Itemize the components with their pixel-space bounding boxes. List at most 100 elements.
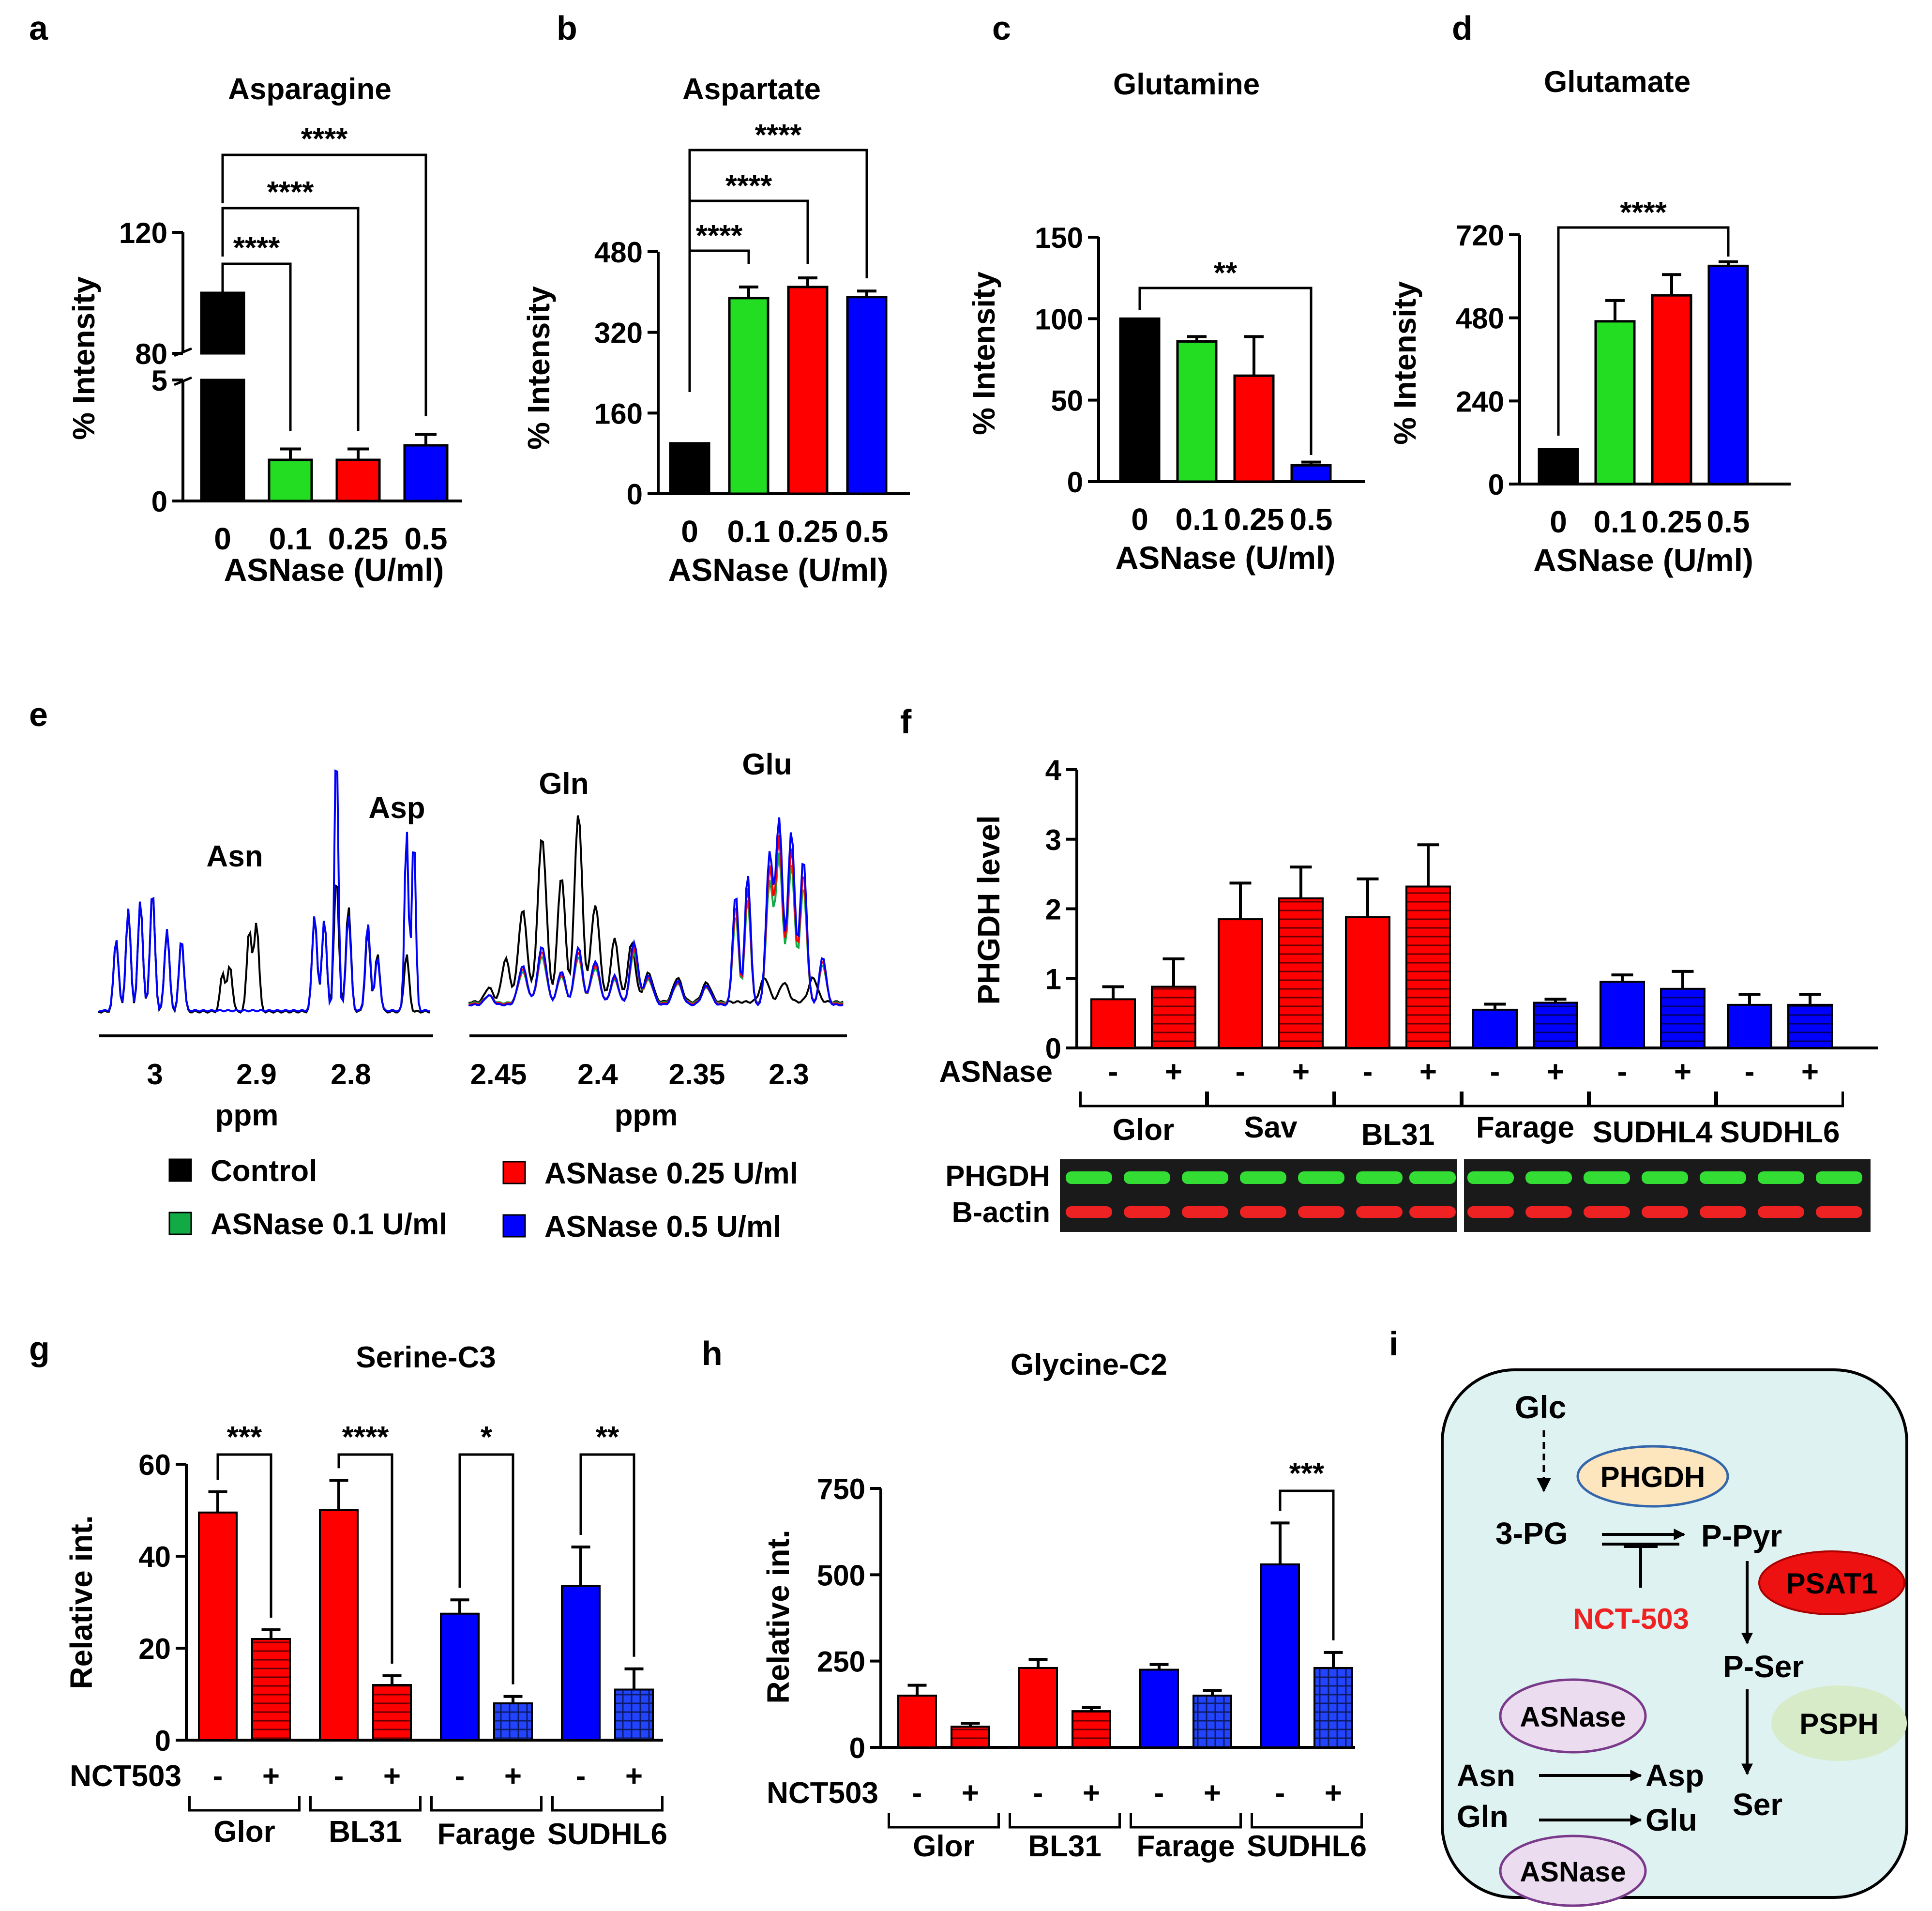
bar [1600,981,1645,1049]
significance-label: ** [1214,257,1238,290]
bar [669,442,710,495]
blot-band-phgdh [1525,1171,1572,1184]
group-label: Farage [1476,1111,1574,1144]
blot-band-bactin [1700,1206,1746,1218]
y-axis-label: % Intensity [1388,281,1422,445]
sign-label: - [1275,1776,1285,1810]
group-label: SUDHL6 [1247,1830,1367,1863]
bar [335,458,381,502]
bar [1707,264,1749,485]
chart-glutamine: Glutamine 0 50 100 150 % Intensity 0 0.1 0.25 0.5… [966,68,1365,576]
blot-band-bactin [1356,1206,1403,1218]
asp-label: Asp [1645,1758,1704,1793]
y-tick-label: 720 [1456,219,1504,252]
significance-bracket [1279,1489,1335,1640]
sign-label: - [1745,1055,1755,1089]
panel-letter-i: i [1389,1325,1398,1363]
y-axis-label: PHGDH level [971,815,1006,1004]
group-bracket [188,1796,301,1812]
group-bracket [1588,1092,1717,1107]
x-tick-label: 0.1 [1176,502,1219,537]
significance-label: **** [342,1421,389,1454]
blot-band-bactin [1409,1206,1456,1218]
significance-label: *** [227,1421,262,1454]
x-tick-label: 0.5 [1707,504,1750,539]
sign-label: + [262,1759,280,1793]
bar [403,444,449,502]
legend-label: Control [211,1154,317,1188]
spectrum-asnase-left [98,769,431,1013]
spectrum-asnase-05-right [468,817,844,1007]
row-label: NCT503 [767,1776,878,1810]
sign-label: - [334,1759,344,1793]
significance-bracket [216,1453,272,1618]
sign-label: - [576,1759,586,1793]
asp-annotation: Asp [368,791,425,825]
bar [198,1511,238,1741]
asnase-label-top: ASNase [1520,1701,1626,1733]
blot-band-phgdh [1758,1171,1804,1184]
x-tick-label: 0.1 [1594,504,1637,539]
phgdh-label: PHGDH [1600,1461,1706,1493]
psat1-label: PSAT1 [1786,1567,1878,1600]
bar [1176,340,1218,483]
chart-aspartate: Aspartate 0 160 320 480 % Intensity 0 0.1 0.25 0.… [521,73,910,588]
group-label: SUDHL6 [1720,1116,1840,1149]
significance-bracket [579,1453,635,1657]
y-tick-label: 4 [1045,754,1062,787]
pser-label: P-Ser [1723,1649,1804,1684]
chart-title: Asparagine [228,73,392,106]
group-bracket [1130,1813,1242,1829]
bar [268,458,313,502]
y-tick-label: 160 [594,397,643,430]
group-bracket [1009,1813,1121,1829]
significance-label: **** [1620,196,1667,229]
bar [319,1509,359,1741]
nmr-spectra: Asn Asp Gln Glu 3 2.9 2.8 ppm 2.45 2.4 2.35 2.3 ppm C… [98,748,847,1244]
y-tick-label: 100 [1035,303,1083,335]
bar [1313,1667,1353,1749]
y-tick-label: 0 [151,485,167,518]
significance-label: * [481,1421,493,1454]
significance-bracket [1557,226,1730,436]
y-tick-label: 120 [119,217,167,249]
bar-upper [200,291,245,355]
group-label: SUDHL4 [1592,1116,1713,1149]
panel-letter-a: a [29,9,48,47]
x-tick-label: 0.25 [778,514,838,549]
chart-phgdh-level: 0 1 2 3 4 PHGDH level ASNase - + Glor - + Sav - + BL31 -… [939,754,1878,1232]
y-tick-label: 20 [138,1633,171,1665]
gln-label: Gln [1457,1799,1509,1834]
y-tick-label: 750 [817,1473,865,1505]
significance-label: ** [596,1421,619,1454]
blot-band-bactin [1240,1206,1286,1218]
sign-label: + [383,1759,401,1793]
significance-label: **** [267,176,314,209]
y-tick-label: 150 [1035,222,1083,254]
panel-letter-c: c [992,9,1011,47]
significance-bracket [221,207,360,431]
y-tick-label: 0 [1488,469,1504,501]
significance-bracket [221,262,292,431]
blot-band-bactin [1816,1206,1862,1218]
blot-band-phgdh [1240,1171,1286,1184]
sign-label: - [1617,1055,1628,1089]
bar [1345,916,1390,1049]
x-tick-label: 2.9 [236,1058,276,1091]
panel-letter-d: d [1452,9,1473,47]
bar [1472,1008,1518,1049]
bar [440,1612,480,1741]
y-tick-label: 500 [817,1559,865,1592]
blot-band-phgdh [1816,1171,1862,1184]
group-label: Farage [1136,1830,1235,1863]
group-label: BL31 [329,1815,402,1849]
sign-label: + [1204,1776,1221,1810]
significance-label: **** [696,219,743,253]
legend-swatch [502,1161,526,1184]
x-tick-label: 3 [147,1058,163,1091]
bar [1278,897,1324,1049]
sign-label: - [1363,1055,1373,1089]
x-tick-label: 0.1 [727,514,770,549]
